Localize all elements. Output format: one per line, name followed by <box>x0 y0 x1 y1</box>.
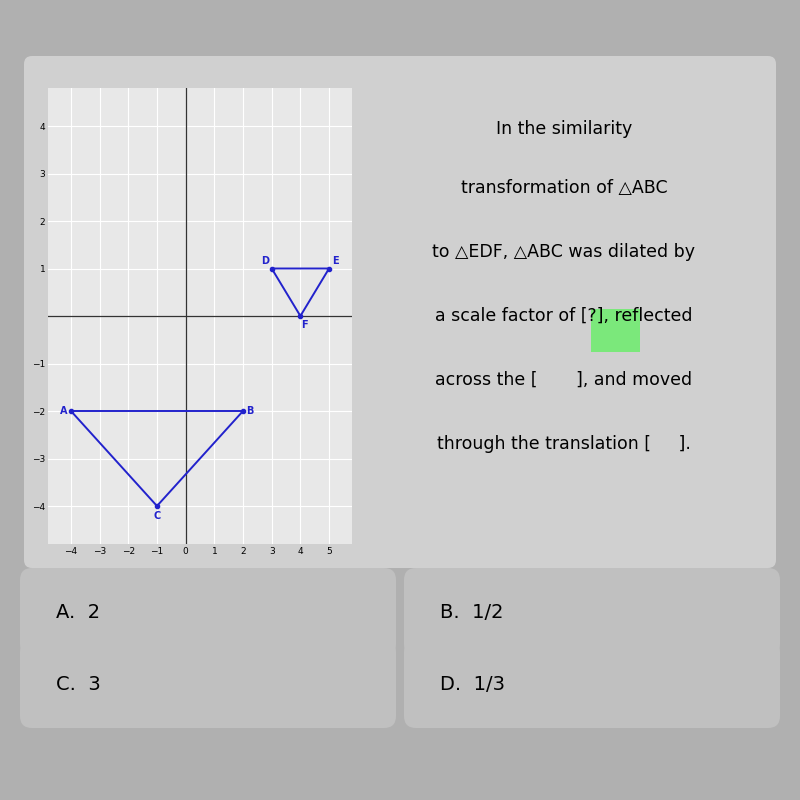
Text: through the translation [     ].: through the translation [ ]. <box>437 434 691 453</box>
Text: B.  1/2: B. 1/2 <box>440 602 503 622</box>
Text: F: F <box>302 319 308 330</box>
Text: transformation of △ABC: transformation of △ABC <box>461 179 667 198</box>
Text: A: A <box>60 406 67 416</box>
Text: a scale factor of [?], reflected: a scale factor of [?], reflected <box>435 307 693 325</box>
Text: E: E <box>332 256 338 266</box>
Text: across the [       ], and moved: across the [ ], and moved <box>435 370 693 389</box>
Text: C: C <box>154 511 161 522</box>
Text: A.  2: A. 2 <box>56 602 100 622</box>
FancyBboxPatch shape <box>591 309 641 353</box>
Text: C.  3: C. 3 <box>56 674 101 694</box>
Text: D.  1/3: D. 1/3 <box>440 674 505 694</box>
Text: In the similarity: In the similarity <box>496 120 632 138</box>
Text: B: B <box>246 406 253 416</box>
Text: D: D <box>262 256 270 266</box>
Text: to △EDF, △ABC was dilated by: to △EDF, △ABC was dilated by <box>433 243 695 261</box>
